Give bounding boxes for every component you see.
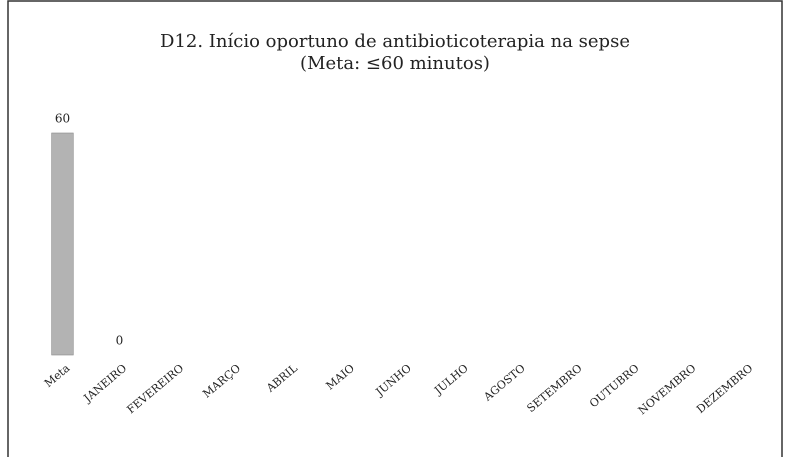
x-tick-label: JULHO	[431, 362, 470, 398]
x-tick-label: Meta	[42, 361, 73, 390]
chart-subtitle: (Meta: ≤60 minutos)	[300, 53, 490, 74]
x-tick-label: MARÇO	[200, 362, 243, 401]
x-tick-label: AGOSTO	[481, 362, 528, 405]
x-tick-label: JUNHO	[373, 362, 414, 400]
x-tick-label: SETEMBRO	[524, 362, 584, 415]
x-tick-label: OUTUBRO	[587, 362, 642, 411]
bar	[51, 132, 74, 356]
x-tick-label: ABRIL	[263, 361, 300, 395]
data-label: 60	[55, 112, 70, 126]
x-tick-label: FEVEREIRO	[124, 362, 186, 417]
chart-title: D12. Início oportuno de antibioticoterap…	[160, 31, 630, 52]
frame	[7, 0, 783, 457]
x-tick-label: NOVEMBRO	[636, 362, 699, 418]
data-label: 0	[116, 334, 124, 348]
x-tick-label: DEZEMBRO	[694, 362, 755, 416]
x-tick-label: JANEIRO	[81, 362, 130, 406]
x-tick-label: MAIO	[324, 362, 357, 393]
